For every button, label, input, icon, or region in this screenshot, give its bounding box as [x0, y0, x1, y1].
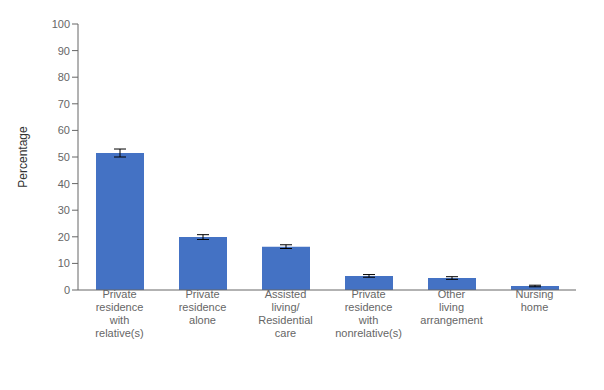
svg-text:Percentage: Percentage [16, 126, 30, 188]
svg-text:80: 80 [58, 71, 70, 83]
svg-text:90: 90 [58, 45, 70, 57]
svg-text:40: 40 [58, 178, 70, 190]
svg-text:Otherlivingarrangement: Otherlivingarrangement [420, 288, 482, 326]
svg-text:10: 10 [58, 257, 70, 269]
svg-text:50: 50 [58, 151, 70, 163]
svg-text:20: 20 [58, 231, 70, 243]
svg-text:30: 30 [58, 204, 70, 216]
svg-text:100: 100 [52, 18, 70, 30]
svg-text:70: 70 [58, 98, 70, 110]
svg-text:Nursinghome: Nursinghome [516, 288, 554, 313]
svg-text:Privateresidencealone: Privateresidencealone [179, 288, 227, 326]
svg-text:60: 60 [58, 124, 70, 136]
svg-text:Privateresidencewithnonrelativ: Privateresidencewithnonrelative(s) [335, 288, 402, 339]
svg-text:0: 0 [64, 284, 70, 296]
svg-text:Assistedliving/Residentialcare: Assistedliving/Residentialcare [258, 288, 312, 339]
svg-text:Privateresidencewithrelative(s: Privateresidencewithrelative(s) [95, 288, 143, 339]
